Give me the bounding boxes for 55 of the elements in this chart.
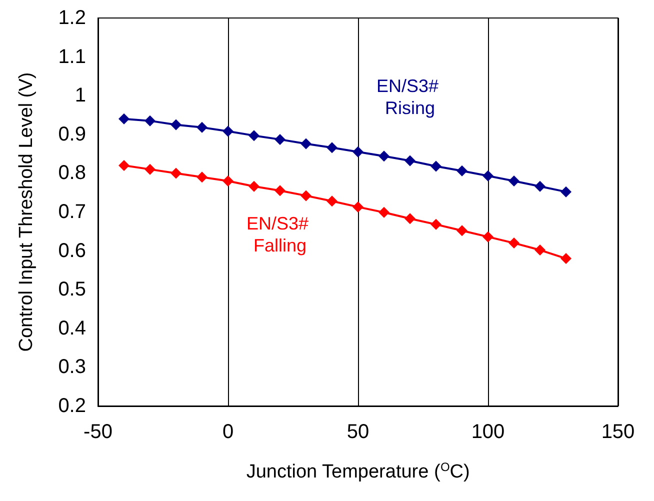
- y-tick-label: 1.1: [58, 46, 86, 68]
- point: [300, 190, 312, 202]
- point: [248, 180, 260, 192]
- point: [352, 201, 364, 212]
- point: [404, 213, 416, 224]
- point: [300, 138, 312, 150]
- y-tick-label: 0.8: [58, 162, 86, 184]
- point: [534, 244, 546, 256]
- point: [274, 134, 286, 145]
- y-tick-label: 0.2: [58, 395, 86, 417]
- point: [170, 119, 182, 130]
- y-tick-label: 0.4: [58, 317, 86, 340]
- point: [196, 172, 208, 183]
- point: [560, 186, 572, 198]
- y-axis-title: Control Input Threshold Level (V): [16, 72, 37, 352]
- x-tick-label: 150: [601, 421, 635, 443]
- point: [456, 225, 468, 236]
- point: [326, 142, 338, 154]
- x-tick-label: 50: [346, 421, 370, 443]
- point: [430, 160, 442, 172]
- y-tick-label: 0.6: [58, 240, 86, 262]
- y-tick-label: 0.3: [58, 356, 86, 378]
- point: [378, 206, 390, 218]
- point: [482, 170, 494, 182]
- point: [508, 238, 520, 249]
- point: [118, 113, 130, 124]
- point: [534, 180, 546, 192]
- point: [144, 115, 156, 126]
- point: [456, 165, 468, 176]
- series-label: EN/S3# Rising: [376, 76, 444, 118]
- point: [222, 175, 234, 186]
- point: [196, 122, 208, 133]
- y-tick-label: 0.9: [58, 123, 86, 146]
- point: [222, 126, 234, 137]
- point: [404, 155, 416, 166]
- point: [248, 130, 260, 142]
- point: [560, 253, 572, 264]
- point: [274, 185, 286, 196]
- y-tick-label: 0.5: [58, 278, 86, 301]
- x-tick-label: 0: [222, 421, 234, 443]
- point: [144, 164, 156, 175]
- point: [482, 231, 494, 242]
- point: [170, 168, 182, 179]
- series-label: EN/S3# Falling: [246, 214, 314, 256]
- point: [378, 150, 390, 162]
- point: [430, 218, 442, 230]
- point: [118, 160, 130, 171]
- x-tick-label: 100: [471, 421, 505, 443]
- y-tick-label: 1: [74, 84, 86, 107]
- x-tick-label: -50: [84, 421, 112, 443]
- point: [352, 146, 364, 158]
- point: [326, 196, 338, 207]
- y-tick-label: 1.2: [58, 7, 86, 29]
- point: [508, 175, 520, 186]
- y-tick-label: 0.7: [58, 201, 86, 223]
